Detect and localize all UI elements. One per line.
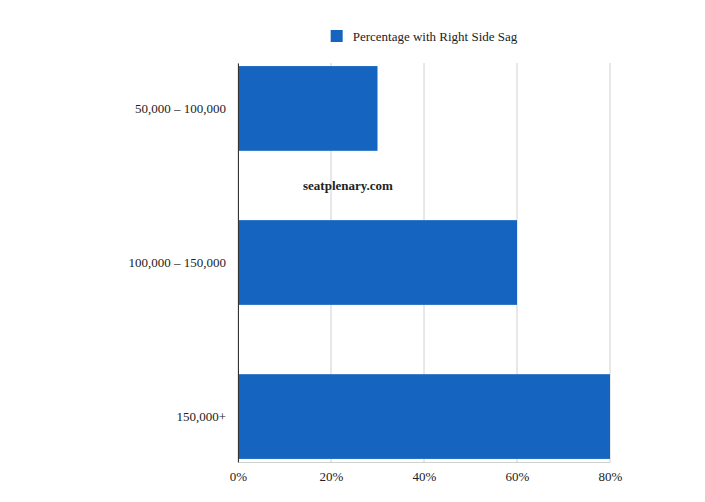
- bar: [238, 374, 610, 459]
- x-tick-label: 20%: [320, 469, 344, 484]
- x-tick: 0%: [230, 462, 248, 484]
- y-tick: 50,000 – 100,000: [135, 101, 238, 116]
- x-tick-label: 0%: [230, 469, 248, 484]
- y-tick: 100,000 – 150,000: [129, 255, 239, 270]
- plot-area: 0% 20% 40% 60% 80% 50,000 – 100,000 100,000 – …: [129, 63, 623, 484]
- y-tick-label: 150,000+: [176, 409, 226, 424]
- legend: Percentage with Right Side Sag: [331, 29, 518, 44]
- legend-swatch: [331, 30, 343, 42]
- bar: [238, 220, 517, 305]
- x-axis-line: [239, 462, 611, 463]
- legend-label: Percentage with Right Side Sag: [353, 29, 518, 44]
- watermark: seatplenary.com: [303, 178, 393, 193]
- grid: [238, 63, 610, 462]
- y-axis: 50,000 – 100,000 100,000 – 150,000 150,000…: [129, 64, 239, 463]
- x-tick: 80%: [599, 462, 623, 484]
- legend-item: Percentage with Right Side Sag: [331, 29, 518, 44]
- x-tick-label: 60%: [506, 469, 530, 484]
- x-tick-label: 40%: [413, 469, 437, 484]
- y-tick-label: 100,000 – 150,000: [129, 255, 227, 270]
- y-tick-label: 50,000 – 100,000: [135, 101, 226, 116]
- bar: [238, 66, 378, 151]
- x-tick: 60%: [506, 462, 530, 484]
- chart-svg: 0% 20% 40% 60% 80% 50,000 – 100,000 100,000 – …: [0, 0, 705, 502]
- y-axis-line: [238, 64, 239, 463]
- x-tick: 20%: [320, 462, 344, 484]
- x-tick-label: 80%: [599, 469, 623, 484]
- y-tick: 150,000+: [176, 409, 238, 424]
- x-tick: 40%: [413, 462, 437, 484]
- bars: [238, 66, 610, 459]
- grid-line: [238, 63, 239, 462]
- x-axis: 0% 20% 40% 60% 80%: [230, 462, 623, 484]
- chart-container: 0% 20% 40% 60% 80% 50,000 – 100,000 100,000 – …: [0, 0, 705, 502]
